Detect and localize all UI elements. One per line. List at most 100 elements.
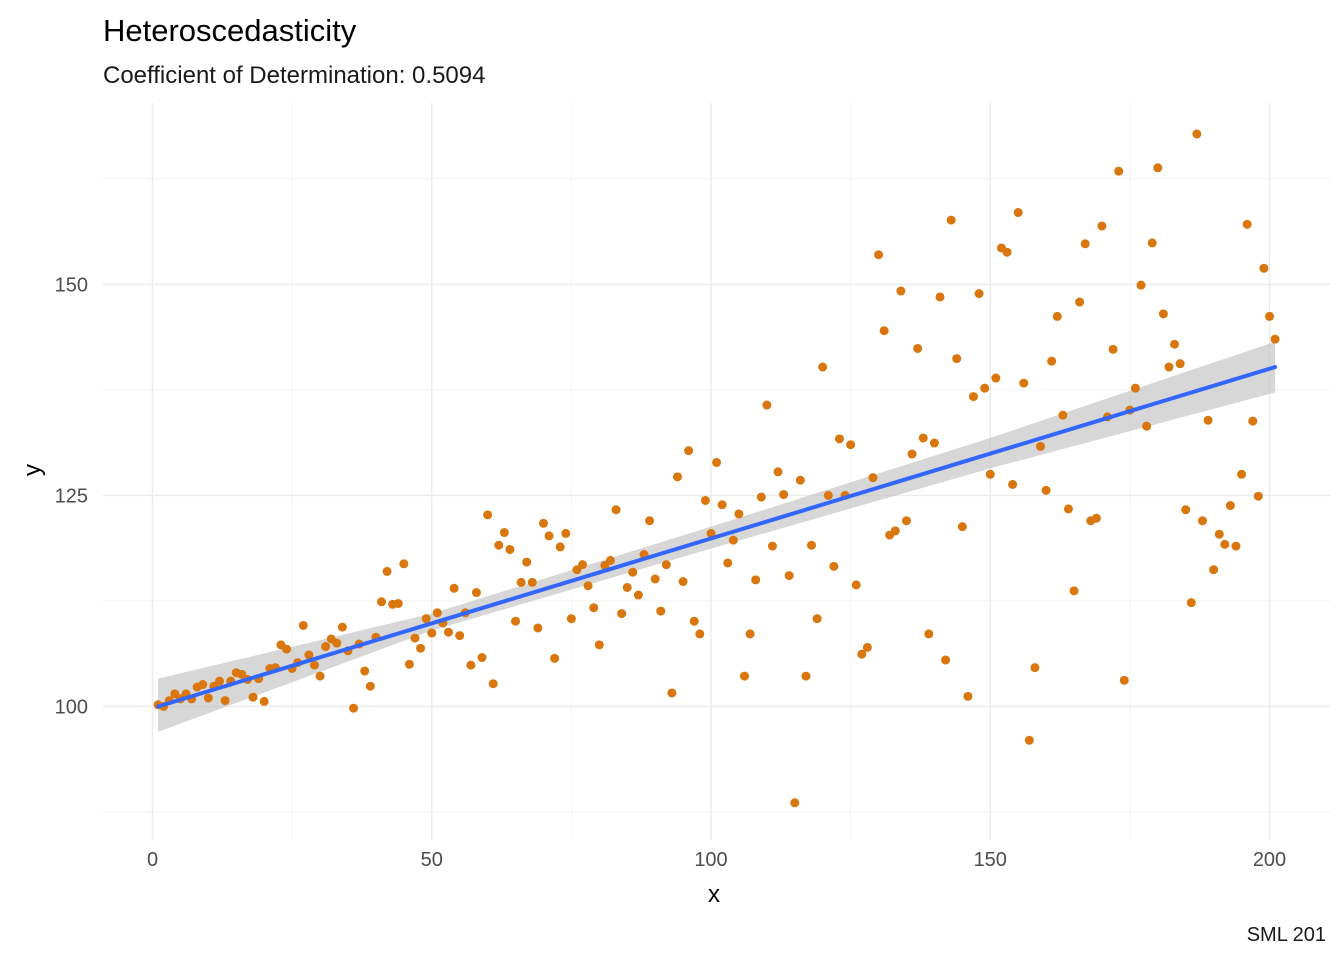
data-point [488, 679, 498, 689]
data-point [1203, 415, 1213, 425]
data-point [667, 688, 677, 698]
data-point [991, 373, 1001, 383]
data-point [1242, 219, 1252, 229]
data-point [700, 495, 710, 505]
data-point [957, 522, 967, 532]
data-point [1058, 410, 1068, 420]
data-point [248, 692, 258, 702]
data-point [382, 566, 392, 576]
data-point [1052, 311, 1062, 321]
chart-title: Heteroscedasticity [103, 13, 357, 48]
data-point [924, 629, 934, 639]
data-point [533, 623, 543, 633]
data-point [1186, 598, 1196, 608]
data-point [432, 608, 442, 618]
data-point [751, 575, 761, 585]
data-point [215, 676, 225, 686]
data-point [1108, 344, 1118, 354]
data-point [1248, 416, 1258, 426]
data-point [1047, 356, 1057, 366]
data-point [566, 614, 576, 624]
data-point [656, 606, 666, 616]
data-point [622, 582, 632, 592]
data-point [689, 616, 699, 626]
data-point [589, 603, 599, 613]
data-point [1136, 280, 1146, 290]
data-point [1069, 586, 1079, 596]
data-point [522, 557, 532, 567]
data-point [1119, 675, 1129, 685]
data-point [1147, 238, 1157, 248]
data-point [684, 446, 694, 456]
y-axis-ticks: 100 125 150 [55, 274, 88, 718]
data-point [650, 574, 660, 584]
data-point [846, 440, 856, 450]
data-point [321, 642, 331, 652]
data-point [594, 640, 604, 650]
regression-line [156, 365, 1278, 709]
data-point [935, 292, 945, 302]
data-point [444, 627, 454, 637]
data-point [790, 798, 800, 808]
data-point [1036, 441, 1046, 451]
data-point [756, 492, 766, 502]
data-point [337, 622, 347, 632]
data-point [723, 558, 733, 568]
data-point [198, 680, 208, 690]
data-point [1170, 339, 1180, 349]
chart-caption: SML 201 [1247, 924, 1326, 946]
data-point [779, 490, 789, 500]
data-point [360, 666, 370, 676]
data-point [1209, 565, 1219, 575]
data-point [890, 526, 900, 536]
data-point [1253, 491, 1263, 501]
data-point [767, 541, 777, 551]
data-point [494, 540, 504, 550]
data-point [773, 467, 783, 477]
data-point [376, 597, 386, 607]
data-point [544, 531, 554, 541]
data-point [1030, 663, 1040, 673]
data-point [410, 633, 420, 643]
minor-gridlines [103, 103, 1330, 840]
data-point [879, 326, 889, 336]
data-point [605, 555, 615, 565]
data-point [477, 653, 487, 663]
data-point [795, 475, 805, 485]
data-point [471, 588, 481, 598]
data-point [203, 693, 213, 703]
data-point [1091, 513, 1101, 523]
data-point [282, 644, 292, 654]
data-point [449, 583, 459, 593]
data-point [1063, 504, 1073, 514]
data-point [416, 643, 426, 653]
data-point [633, 590, 643, 600]
data-point [1259, 263, 1269, 273]
data-point [309, 660, 319, 670]
data-point [706, 528, 716, 538]
data-point [1237, 469, 1247, 479]
data-point [1130, 383, 1140, 393]
data-point [1013, 208, 1023, 218]
data-point [455, 631, 465, 641]
data-point [427, 628, 437, 638]
data-point [1142, 421, 1152, 431]
data-point [896, 286, 906, 296]
data-point [1214, 529, 1224, 539]
data-point [963, 691, 973, 701]
y-tick-label: 100 [55, 697, 88, 719]
data-point [1019, 378, 1029, 388]
data-point [538, 518, 548, 528]
data-point [901, 516, 911, 526]
data-point [1192, 129, 1202, 139]
data-point [740, 671, 750, 681]
x-tick-label: 200 [1253, 849, 1286, 871]
data-point [851, 580, 861, 590]
data-point [829, 561, 839, 571]
data-point [874, 250, 884, 260]
data-point [399, 559, 409, 569]
data-point [561, 528, 571, 538]
data-point [745, 629, 755, 639]
data-point [421, 614, 431, 624]
